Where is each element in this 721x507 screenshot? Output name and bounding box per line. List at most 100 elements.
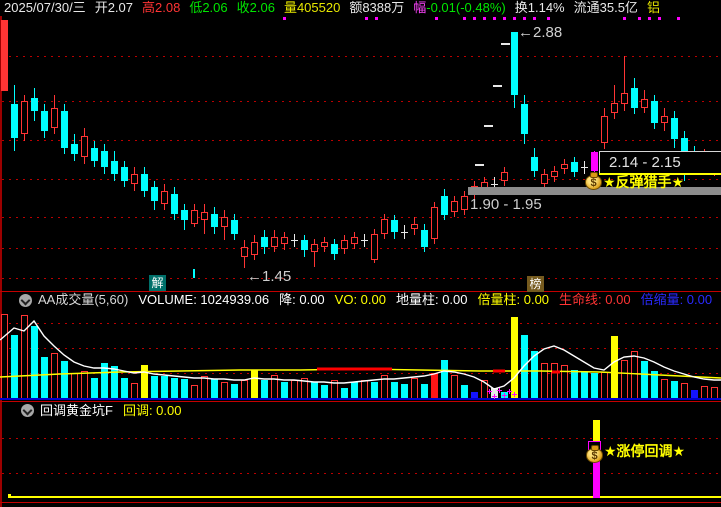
volume-baseline bbox=[0, 398, 721, 400]
candle-body bbox=[651, 101, 658, 123]
candle-body bbox=[191, 210, 198, 224]
candle-body bbox=[231, 220, 238, 234]
volume-bar bbox=[91, 378, 98, 400]
volume-bar bbox=[591, 373, 598, 400]
volume-bar bbox=[231, 384, 238, 400]
volume-bar bbox=[611, 336, 618, 400]
grid-line bbox=[2, 140, 721, 141]
candle-body bbox=[121, 167, 128, 181]
candle-body bbox=[451, 201, 458, 212]
marker-dot bbox=[638, 17, 641, 20]
candle-body bbox=[321, 242, 328, 247]
candle-body bbox=[511, 32, 518, 95]
candle-body bbox=[411, 224, 418, 229]
volume-bar bbox=[601, 372, 608, 400]
volume-panel-header: AA成交量(5,60) VOLUME: 1024939.06 降: 0.00 VO: … bbox=[38, 292, 721, 308]
candle-body bbox=[251, 242, 258, 255]
price-annotation-high: ←2.88 bbox=[518, 24, 563, 41]
candle-body bbox=[341, 240, 348, 249]
candle-body bbox=[491, 184, 498, 185]
header-field: 流通35.5亿 bbox=[573, 0, 638, 15]
candle-body bbox=[311, 244, 318, 252]
volume-bar bbox=[31, 326, 38, 400]
corner-dot bbox=[8, 494, 11, 497]
header-field: 倍缩量: 0.00 bbox=[640, 292, 713, 307]
volume-bar bbox=[71, 373, 78, 400]
candle-body bbox=[131, 174, 138, 184]
candle-body bbox=[431, 207, 438, 239]
candle-body bbox=[11, 104, 18, 138]
candle-body bbox=[401, 232, 408, 233]
header-field: VO: 0.00 bbox=[334, 292, 386, 307]
candle-body bbox=[181, 210, 188, 220]
header-field: 地量柱: 0.00 bbox=[395, 292, 468, 307]
grid-line bbox=[2, 278, 721, 279]
grid-line bbox=[2, 179, 721, 180]
volume-bar bbox=[341, 388, 348, 400]
candle-body bbox=[291, 240, 298, 241]
volume-bar bbox=[561, 365, 568, 400]
candle-body bbox=[211, 214, 218, 227]
marker-dot bbox=[463, 17, 466, 20]
candle-body bbox=[151, 187, 158, 201]
volume-bar bbox=[291, 380, 298, 400]
pullback-panel-header: 回调黄金坑F 回调: 0.00 bbox=[40, 403, 721, 419]
header-field: 幅 bbox=[413, 0, 427, 15]
volume-bar bbox=[461, 385, 468, 400]
marker-dot bbox=[283, 17, 286, 20]
volume-bar bbox=[391, 382, 398, 400]
candle-body bbox=[521, 104, 528, 134]
candle-body bbox=[581, 167, 588, 168]
candle-body bbox=[41, 111, 48, 131]
signal-bar-yellow bbox=[593, 420, 600, 444]
candle-body bbox=[561, 164, 568, 169]
candle-body bbox=[61, 111, 68, 148]
candle-body bbox=[161, 191, 168, 204]
volume-bar bbox=[421, 384, 428, 400]
grid-line bbox=[2, 323, 721, 324]
panel-divider bbox=[0, 401, 721, 402]
candle-body bbox=[201, 212, 208, 220]
candle-body bbox=[571, 162, 578, 172]
volume-bar bbox=[271, 375, 278, 400]
candle-body bbox=[391, 220, 398, 232]
panel-divider bbox=[0, 502, 721, 503]
marker-dot bbox=[493, 17, 496, 20]
header-field: -0.01(-0.48%) bbox=[426, 0, 506, 15]
marker-dot bbox=[503, 17, 506, 20]
volume-bar bbox=[161, 376, 168, 400]
volume-bar bbox=[41, 357, 48, 400]
hash-mark bbox=[509, 389, 510, 394]
volume-bar bbox=[661, 379, 668, 400]
price-range-box: 2.14 - 2.15 bbox=[599, 151, 721, 173]
candle-body bbox=[91, 148, 98, 161]
header-field: 2025/07/30/三 bbox=[4, 0, 86, 15]
volume-bar bbox=[411, 378, 418, 400]
rebound-hunter-label: ★反弹猎手★ bbox=[603, 174, 685, 190]
collapse-chevron-icon[interactable] bbox=[21, 404, 34, 417]
volume-bar bbox=[511, 317, 518, 400]
volume-bar bbox=[361, 380, 368, 400]
marker-dot bbox=[533, 17, 536, 20]
volume-bar bbox=[371, 382, 378, 400]
panel-left-border bbox=[0, 16, 2, 507]
header-field: 换1.14% bbox=[514, 0, 565, 15]
header-field: 高2.08 bbox=[142, 0, 181, 15]
candle-body bbox=[611, 103, 618, 113]
hash-mark bbox=[514, 392, 515, 397]
marker-dot bbox=[365, 17, 368, 20]
candle-body bbox=[241, 247, 248, 257]
trendline-dash bbox=[501, 43, 510, 45]
candle-body bbox=[531, 157, 538, 171]
volume-bar bbox=[441, 360, 448, 400]
volume-bar bbox=[151, 376, 158, 400]
grid-line bbox=[2, 217, 721, 218]
collapse-chevron-icon[interactable] bbox=[19, 294, 32, 307]
volume-bar bbox=[571, 370, 578, 400]
candle-body bbox=[641, 99, 648, 108]
price-annotation-low: ←1.45 bbox=[247, 268, 292, 285]
candle-body bbox=[81, 136, 88, 157]
candle-body bbox=[441, 196, 448, 215]
